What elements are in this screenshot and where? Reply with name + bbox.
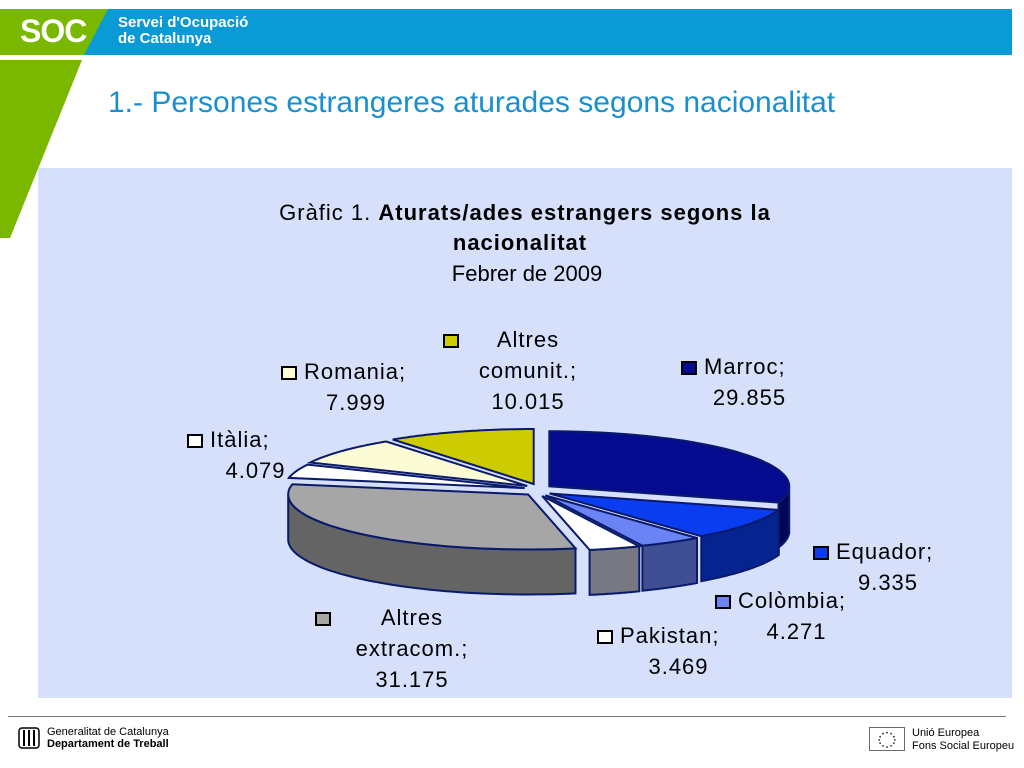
eu-line2: Fons Social Europeu [912, 740, 1015, 752]
page-title: 1.- Persones estrangeres aturades segons… [108, 86, 836, 119]
data-label-5-line1: Itàlia; [210, 427, 270, 452]
data-label-5-line2: 4.079 [225, 458, 285, 483]
header-green-accent [0, 9, 108, 238]
data-label-7-line1: Altres [497, 327, 559, 352]
pie-slice-marroc [548, 430, 791, 504]
pie-slice-equador [549, 492, 782, 538]
data-label-7-line3: 10.015 [491, 389, 564, 414]
org-name-line1: Servei d'Ocupació [118, 14, 249, 31]
pie-side-2 [641, 536, 698, 592]
generalitat-line2: Departament de Treball [47, 738, 169, 750]
chart-title-bold: Aturats/ades estrangers segons la [378, 200, 770, 225]
footer-divider [8, 716, 1006, 717]
pie-side-3 [588, 545, 641, 596]
pie-slice-altres-extracom- [287, 483, 578, 551]
chart-subtitle: Febrer de 2009 [452, 261, 602, 286]
generalitat-line1: Generalitat de Catalunya [47, 726, 169, 738]
generalitat-text: Generalitat de Catalunya Departament de … [47, 726, 169, 750]
eu-flag-icon [869, 727, 905, 751]
pie-slice-pakistan [541, 495, 643, 551]
data-label-1-line2: 9.335 [858, 570, 918, 595]
legend-swatch-0 [681, 361, 697, 375]
data-label-4-line3: 31.175 [375, 667, 448, 692]
legend-swatch-1 [813, 546, 829, 560]
label-layer: Marroc; 29.855 Equador; 9.335 Colòmbia; 4.271… [187, 327, 933, 692]
legend-swatch-6 [281, 366, 297, 380]
generalitat-logo-icon [18, 727, 40, 749]
pie-chart: Gràfic 1. Aturats/ades estrangers segons… [187, 200, 933, 692]
data-label-2-line1: Colòmbia; [738, 588, 846, 613]
data-label-3-line2: 3.469 [648, 654, 708, 679]
legend-swatch-2 [715, 595, 731, 609]
chart-title-line1: Gràfic 1. Aturats/ades estrangers segons… [279, 200, 771, 225]
data-label-0-line1: Marroc; [704, 354, 786, 379]
legend-swatch-5 [187, 434, 203, 448]
pie-slice-it-lia [286, 463, 525, 490]
legend-swatch-4 [315, 612, 331, 626]
legend-swatch-7 [443, 334, 459, 348]
pie-slice-romania [306, 440, 528, 487]
data-label-6-line1: Romania; [304, 359, 406, 384]
data-label-6-line2: 7.999 [326, 390, 386, 415]
data-label-4-line1: Altres [381, 605, 443, 630]
legend-swatch-3 [597, 630, 613, 644]
data-label-4-line2: extracom.; [356, 636, 469, 661]
data-label-3-line1: Pakistan; [620, 623, 720, 648]
data-label-2-line2: 4.271 [766, 619, 826, 644]
header-bar [0, 9, 1012, 55]
pie-slice-col-mbia [544, 494, 698, 547]
data-label-0-line2: 29.855 [713, 385, 786, 410]
eu-text: Unió Europea Fons Social Europeu [912, 727, 1014, 753]
chart-title-prefix: Gràfic 1. [279, 200, 378, 225]
soc-logo: SOC [20, 13, 87, 49]
chart-panel: Gràfic 1. Aturats/ades estrangers segons… [38, 168, 1012, 698]
org-name-line2: de Catalunya [118, 30, 212, 47]
eu-line1: Unió Europea [912, 727, 980, 739]
org-name: Servei d'Ocupació de Catalunya [118, 15, 248, 47]
chart-title-line2: nacionalitat [453, 230, 587, 255]
data-label-7-line2: comunit.; [479, 358, 577, 383]
pie-slice-altres-comunit- [392, 428, 535, 486]
data-label-1-line1: Equador; [836, 539, 933, 564]
pie-layer [286, 428, 791, 596]
